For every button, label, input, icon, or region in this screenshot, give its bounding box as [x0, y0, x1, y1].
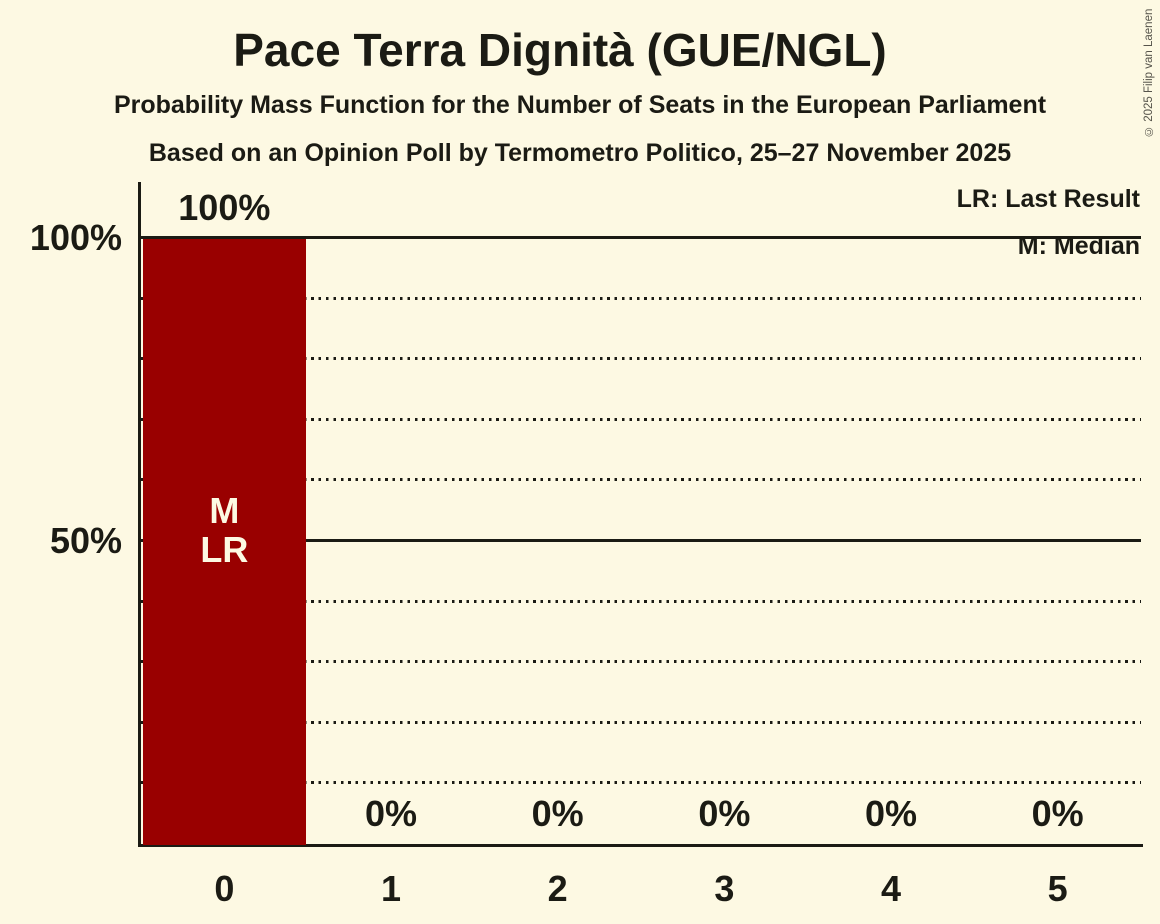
x-tick-1: 1	[380, 868, 402, 909]
gridline-20	[141, 720, 1141, 724]
x-tick-3: 3	[714, 868, 735, 909]
bar-slot-4: 0%	[808, 239, 975, 845]
gridline-40	[141, 599, 1141, 603]
bar-slot-1: 0%	[308, 239, 475, 845]
marker-line-lr: LR	[200, 528, 249, 570]
gridline-60	[141, 478, 1141, 482]
x-tick-5: 5	[1047, 868, 1068, 909]
x-axis-line	[138, 844, 1143, 847]
value-label-2: 0%	[531, 793, 584, 834]
value-label-5: 0%	[1031, 793, 1084, 834]
value-label-0: 100%	[178, 187, 271, 228]
gridline-50	[141, 539, 1141, 542]
value-label-4: 0%	[864, 793, 917, 834]
chart-title: Pace Terra Dignità (GUE/NGL)	[233, 24, 887, 76]
x-tick-4: 4	[881, 868, 902, 909]
bar-slot-5: 0%	[974, 239, 1141, 845]
gridline-70	[141, 417, 1141, 421]
chart-sub-subtitle: Based on an Opinion Poll by Termometro P…	[148, 139, 1012, 167]
gridline-30	[141, 660, 1141, 664]
bar-0	[142, 239, 306, 845]
value-label-3: 0%	[698, 793, 751, 834]
gridline-10	[141, 781, 1141, 785]
bar-slot-3: 0%	[641, 239, 808, 845]
y-axis-line	[138, 182, 141, 847]
x-tick-0: 0	[214, 868, 235, 909]
bar-marker-m-lr: M LR	[141, 491, 308, 569]
chart-subtitle: Probability Mass Function for the Number…	[113, 91, 1047, 119]
legend-last-result: LR: Last Result	[956, 185, 1140, 213]
bar-slot-0: 100% M LR	[141, 190, 308, 845]
y-tick-100: 100%	[29, 217, 122, 258]
gridline-80	[141, 357, 1141, 361]
y-tick-50: 50%	[49, 520, 122, 561]
plot-area: 100% M LR 0% 0% 0% 0% 0%	[141, 190, 1141, 845]
x-axis-labels: 0 1 2 3 4 5	[141, 871, 1141, 907]
bar-slot-2: 0%	[474, 239, 641, 845]
marker-line-m: M	[209, 489, 240, 531]
gridline-90	[141, 296, 1141, 300]
value-label-1: 0%	[364, 793, 417, 834]
x-tick-2: 2	[547, 868, 568, 909]
